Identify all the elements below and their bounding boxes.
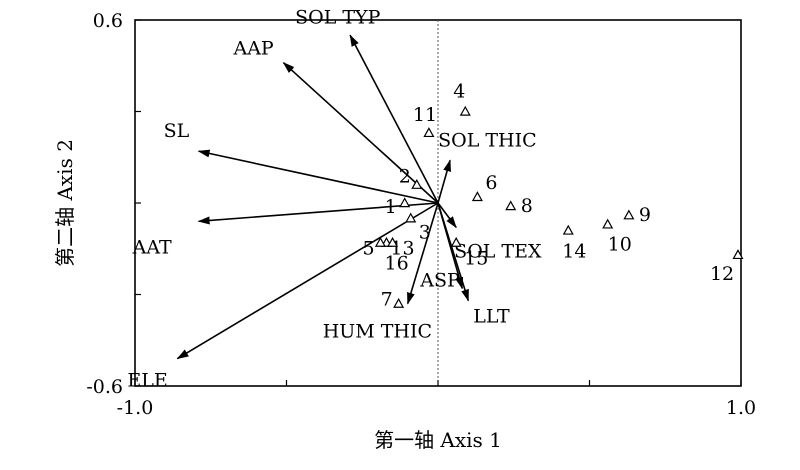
arrow-sol-typ bbox=[349, 34, 439, 204]
sample-label-2: 2 bbox=[399, 166, 411, 188]
sample-label-4: 4 bbox=[453, 81, 465, 103]
sample-point-8 bbox=[505, 200, 517, 211]
arrow-layer: SOL TYP AAP SL AAT ELE SOL THIC HUM THIC ASP LLT… bbox=[127, 6, 542, 391]
sample-point-9 bbox=[623, 209, 635, 220]
sample-point-16 bbox=[387, 236, 399, 247]
sample-label-5: 5 bbox=[362, 238, 374, 260]
sample-point-14 bbox=[562, 224, 574, 235]
arrow-sol-tex bbox=[437, 202, 457, 229]
sample-point-11 bbox=[423, 127, 435, 138]
arrow-label-ele: ELE bbox=[127, 370, 167, 392]
arrow-llt bbox=[437, 202, 470, 302]
sample-label-6: 6 bbox=[485, 172, 497, 194]
sample-point-7 bbox=[393, 297, 405, 308]
y-axis-title: 第二轴 Axis 2 bbox=[53, 139, 77, 267]
y-tick-label: 0.6 bbox=[93, 10, 123, 32]
sample-label-7: 7 bbox=[381, 289, 393, 311]
tick-layer: -1.0 1.0 -0.6 0.6 bbox=[86, 10, 756, 419]
sample-label-12: 12 bbox=[710, 263, 734, 285]
sample-label-10: 10 bbox=[608, 233, 632, 255]
arrow-hum-thic bbox=[406, 202, 439, 305]
arrow-label-hum-thic: HUM THIC bbox=[323, 321, 432, 343]
sample-label-1: 1 bbox=[385, 196, 397, 218]
sample-label-11: 11 bbox=[413, 104, 437, 126]
sample-label-13: 13 bbox=[390, 238, 414, 260]
sample-label-15: 15 bbox=[464, 248, 488, 270]
y-tick-label: -0.6 bbox=[86, 376, 123, 398]
sample-point-1 bbox=[399, 197, 411, 208]
sample-point-13 bbox=[374, 236, 386, 247]
arrow-aat bbox=[197, 202, 439, 225]
sample-point-6 bbox=[471, 191, 483, 202]
sample-label-3: 3 bbox=[419, 221, 431, 243]
sample-label-8: 8 bbox=[521, 195, 533, 217]
x-tick-label: 1.0 bbox=[726, 397, 756, 419]
sample-point-15 bbox=[450, 236, 462, 247]
sample-point-12 bbox=[732, 249, 744, 260]
arrow-sol-thic bbox=[437, 159, 451, 204]
arrow-label-sol-typ: SOL TYP bbox=[295, 6, 380, 28]
x-tick-label: -1.0 bbox=[117, 397, 154, 419]
arrow-label-sol-tex: SOL TEX bbox=[454, 240, 542, 262]
x-axis-title: 第一轴 Axis 1 bbox=[374, 428, 502, 452]
arrow-label-sol-thic: SOL THIC bbox=[438, 129, 537, 151]
arrow-label-llt: LLT bbox=[473, 306, 510, 328]
arrow-label-aap: AAP bbox=[232, 38, 273, 60]
arrow-ele bbox=[176, 202, 439, 360]
sample-label-9: 9 bbox=[639, 204, 651, 226]
sample-point-3 bbox=[405, 212, 417, 223]
sample-point-4 bbox=[459, 105, 471, 116]
sample-point-2 bbox=[411, 178, 423, 189]
sample-point-10 bbox=[602, 218, 614, 229]
arrow-label-aat: AAT bbox=[132, 236, 172, 258]
sample-label-14: 14 bbox=[562, 240, 586, 262]
arrow-label-asp: ASP bbox=[419, 269, 460, 291]
arrow-label-sl: SL bbox=[164, 120, 190, 142]
sample-label-16: 16 bbox=[385, 253, 409, 275]
arrow-aap bbox=[282, 62, 439, 204]
arrow-sl bbox=[197, 149, 439, 204]
